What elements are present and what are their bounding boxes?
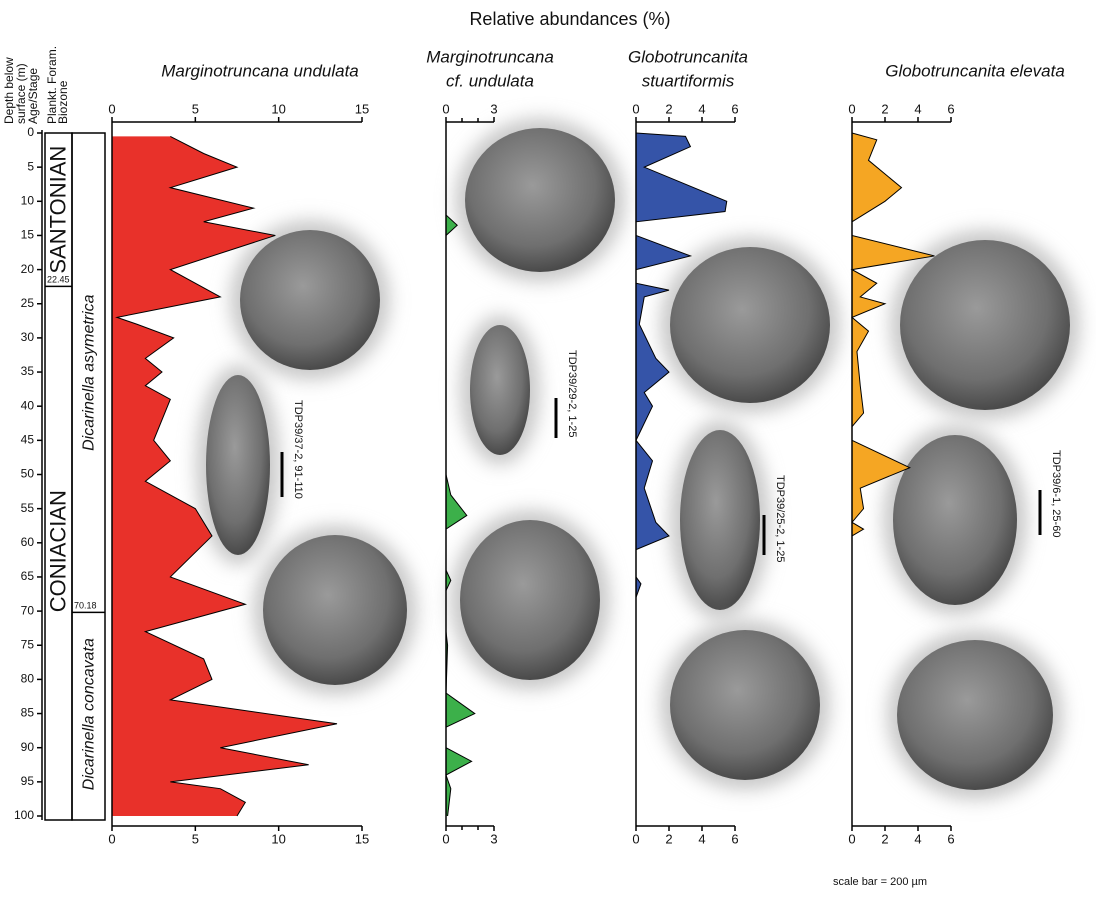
specimen-image	[893, 435, 1017, 605]
x-tick-label: 4	[698, 101, 705, 116]
x-tick-label: 0	[108, 101, 115, 116]
stages-name: SANTONIAN	[45, 146, 70, 274]
scale-note: scale bar = 200 µm	[833, 876, 927, 888]
biozones-name: Dicarinella asymetrica	[81, 294, 98, 451]
depth-tick-label: 50	[21, 467, 35, 481]
depth-tick-label: 25	[21, 296, 35, 310]
x-tick-label: 0	[848, 101, 855, 116]
x-tick-label: 0	[632, 831, 639, 846]
panel-title: cf. undulata	[446, 71, 534, 90]
x-tick-label: 2	[665, 101, 672, 116]
x-tick-label: 2	[665, 831, 672, 846]
age-label: Age/Stage	[26, 68, 40, 124]
specimen-image	[670, 630, 820, 780]
specimen-label: TDP39/37-2, 91-110	[292, 400, 304, 499]
specimen-label: TDP39/6-1, 25-60	[1050, 450, 1062, 537]
depth-tick-label: 75	[21, 637, 35, 651]
specimen-image	[680, 430, 760, 610]
stages-name: CONIACIAN	[45, 490, 70, 612]
depth-tick-label: 35	[21, 364, 35, 378]
panel-title: Globotruncanita	[628, 47, 748, 66]
x-tick-label: 15	[355, 101, 369, 116]
depth-tick-label: 10	[21, 193, 35, 207]
specimen-image	[670, 247, 830, 403]
depth-tick-label: 65	[21, 569, 35, 583]
depth-tick-label: 45	[21, 433, 35, 447]
biozones-boundary-label: 70.18	[74, 601, 97, 611]
x-tick-label: 5	[192, 101, 199, 116]
panel-title: stuartiformis	[642, 71, 735, 90]
x-tick-label: 4	[914, 101, 921, 116]
x-tick-label: 6	[947, 101, 954, 116]
panel-title: Marginotruncana	[426, 47, 554, 66]
x-tick-label: 5	[192, 831, 199, 846]
depth-tick-label: 100	[14, 808, 34, 822]
x-tick-label: 10	[271, 101, 285, 116]
specimen-label: TDP39/29-2, 1-25	[566, 350, 578, 437]
specimen-label: TDP39/25-2, 1-25	[774, 475, 786, 562]
specimen-image	[897, 640, 1053, 790]
x-tick-label: 2	[881, 101, 888, 116]
specimen-image	[206, 375, 270, 555]
specimen-image	[460, 520, 600, 680]
panel-title: Globotruncanita elevata	[885, 61, 1065, 80]
x-tick-label: 6	[947, 831, 954, 846]
depth-tick-label: 5	[27, 159, 34, 173]
depth-tick-label: 70	[21, 603, 35, 617]
panel-title: Marginotruncana undulata	[161, 61, 359, 80]
x-tick-label: 3	[490, 831, 497, 846]
x-tick-label: 6	[731, 831, 738, 846]
x-tick-label: 4	[914, 831, 921, 846]
x-tick-label: 4	[698, 831, 705, 846]
depth-tick-label: 15	[21, 228, 35, 242]
x-tick-label: 0	[442, 101, 449, 116]
depth-tick-label: 40	[21, 398, 35, 412]
x-tick-label: 10	[271, 831, 285, 846]
specimen-image	[470, 325, 530, 455]
stages-boundary-label: 22.45	[47, 275, 70, 285]
depth-tick-label: 60	[21, 535, 35, 549]
biozone-label: Biozone	[56, 80, 70, 124]
specimen-image	[263, 535, 407, 685]
depth-tick-label: 55	[21, 501, 35, 515]
x-tick-label: 0	[848, 831, 855, 846]
depth-tick-label: 95	[21, 774, 35, 788]
x-tick-label: 2	[881, 831, 888, 846]
depth-tick-label: 0	[27, 125, 34, 139]
biozones-name: Dicarinella concavata	[81, 638, 98, 790]
depth-tick-label: 30	[21, 330, 35, 344]
x-tick-label: 15	[355, 831, 369, 846]
x-tick-label: 6	[731, 101, 738, 116]
x-tick-label: 0	[442, 831, 449, 846]
specimen-image	[240, 230, 380, 370]
depth-tick-label: 80	[21, 672, 35, 686]
specimen-image	[900, 240, 1070, 410]
x-tick-label: 3	[490, 101, 497, 116]
depth-tick-label: 90	[21, 740, 35, 754]
figure-title: Relative abundances (%)	[469, 9, 670, 29]
depth-tick-label: 85	[21, 706, 35, 720]
specimen-image	[465, 128, 615, 272]
figure: Relative abundances (%) scale bar = 200 …	[0, 0, 1096, 894]
x-tick-label: 0	[108, 831, 115, 846]
x-tick-label: 0	[632, 101, 639, 116]
depth-tick-label: 20	[21, 262, 35, 276]
